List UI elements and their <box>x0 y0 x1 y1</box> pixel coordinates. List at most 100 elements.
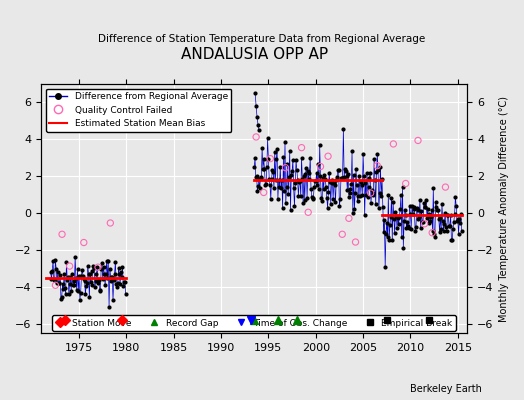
Point <box>425 211 433 217</box>
Point <box>253 173 261 179</box>
Point <box>67 288 75 294</box>
Point <box>358 192 366 198</box>
Point <box>338 231 346 238</box>
Point <box>281 200 290 206</box>
Point <box>59 286 68 292</box>
Point <box>437 226 445 232</box>
Point <box>435 229 444 235</box>
Point <box>287 172 296 178</box>
Point <box>319 175 327 182</box>
Point <box>56 272 64 278</box>
Point <box>345 215 353 222</box>
Point <box>401 212 410 218</box>
Point <box>448 236 456 243</box>
Point <box>251 90 259 96</box>
Point <box>98 260 106 266</box>
Point <box>70 281 79 288</box>
Point <box>379 204 387 210</box>
Point <box>80 239 88 246</box>
Point <box>367 187 376 194</box>
Point <box>264 156 272 162</box>
Point <box>359 151 367 157</box>
Point <box>75 272 83 279</box>
Point <box>372 201 380 207</box>
Point <box>66 274 74 280</box>
Point <box>404 223 412 229</box>
Point <box>278 205 287 211</box>
Point <box>255 176 263 182</box>
Point <box>304 168 312 174</box>
Point <box>89 268 97 274</box>
Point <box>96 288 105 294</box>
Point <box>421 204 430 210</box>
Point <box>385 237 394 243</box>
Point <box>51 282 60 288</box>
Point <box>308 194 316 200</box>
Point <box>251 155 259 162</box>
Point <box>413 206 422 213</box>
Point <box>320 186 328 192</box>
Point <box>301 171 310 177</box>
Point <box>252 174 260 180</box>
Point <box>93 264 102 270</box>
Point <box>328 177 336 183</box>
Point <box>279 154 288 160</box>
Point <box>443 212 452 218</box>
Point <box>406 210 414 217</box>
Point <box>428 230 436 236</box>
Point <box>340 174 348 180</box>
Point <box>69 281 77 288</box>
Text: Difference of Station Temperature Data from Regional Average: Difference of Station Temperature Data f… <box>99 34 425 44</box>
Point <box>320 172 329 178</box>
Point <box>401 180 410 187</box>
Point <box>411 228 419 234</box>
Point <box>415 214 423 220</box>
Point <box>440 220 449 227</box>
Point <box>341 166 349 172</box>
Point <box>289 185 298 191</box>
Y-axis label: Monthly Temperature Anomaly Difference (°C): Monthly Temperature Anomaly Difference (… <box>499 96 509 322</box>
Point <box>99 276 107 282</box>
Point <box>277 185 285 192</box>
Point <box>257 174 266 181</box>
Point <box>361 180 369 186</box>
Point <box>424 220 433 226</box>
Point <box>94 280 102 286</box>
Point <box>333 174 341 180</box>
Point <box>314 161 322 167</box>
Point <box>103 258 111 264</box>
Point <box>61 290 70 297</box>
Point <box>77 289 85 296</box>
Point <box>47 276 56 283</box>
Point <box>346 190 355 196</box>
Point <box>110 277 118 284</box>
Point <box>334 167 343 173</box>
Point <box>457 211 465 217</box>
Point <box>452 203 461 209</box>
Point <box>50 277 59 284</box>
Point <box>267 176 276 182</box>
Point <box>389 198 397 205</box>
Point <box>449 226 457 233</box>
Point <box>252 103 260 109</box>
Point <box>315 142 324 148</box>
Point <box>111 258 119 265</box>
Point <box>351 189 359 196</box>
Point <box>431 198 440 205</box>
Point <box>119 282 127 289</box>
Point <box>345 194 353 200</box>
Point <box>395 214 403 220</box>
Point <box>343 187 352 194</box>
Point <box>75 296 84 303</box>
Point <box>307 186 315 192</box>
Point <box>418 218 427 225</box>
Point <box>87 279 95 285</box>
Point <box>443 228 451 234</box>
Point <box>329 196 337 202</box>
Point <box>419 219 427 225</box>
Point <box>104 257 113 264</box>
Point <box>377 193 386 199</box>
Point <box>73 266 82 272</box>
Point <box>351 239 359 245</box>
Point <box>79 273 87 279</box>
